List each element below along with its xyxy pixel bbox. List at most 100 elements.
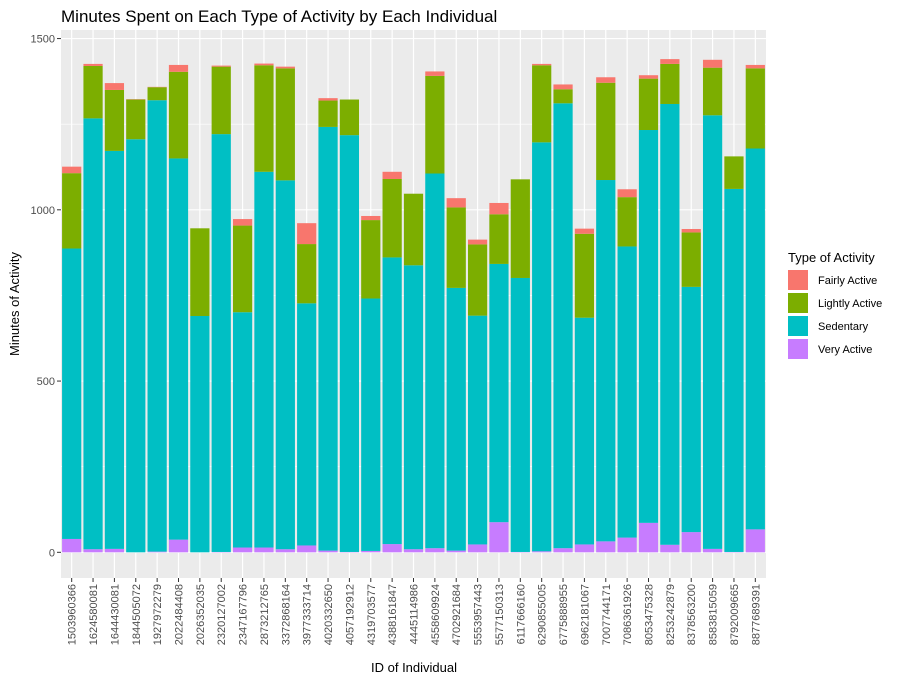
x-tick-label: 6117666160: [515, 584, 527, 644]
bar-very-active: [702, 548, 723, 553]
bar-fairly-active: [596, 77, 616, 83]
x-tick-label: 4388161847: [387, 584, 399, 645]
x-tick-label: 1844505072: [131, 584, 143, 645]
x-tick-label: 4057192912: [344, 584, 356, 645]
bar-fairly-active: [318, 98, 338, 101]
bar-sedentary: [62, 248, 82, 539]
bar-sedentary: [254, 171, 274, 548]
x-tick-label: 2022484408: [174, 584, 186, 645]
legend-title: Type of Activity: [788, 250, 875, 265]
x-tick-label: 1644430081: [109, 584, 121, 645]
bar-sedentary: [724, 188, 744, 552]
bar-very-active: [147, 551, 167, 553]
bar-very-active: [532, 551, 552, 553]
x-tick-label: 1927972279: [152, 584, 164, 645]
legend-label: Lightly Active: [818, 298, 882, 310]
bar-very-active: [660, 544, 680, 553]
bar-very-active: [596, 541, 616, 553]
chart-title: Minutes Spent on Each Type of Activity b…: [61, 7, 497, 26]
bar-lightly-active: [62, 173, 82, 249]
bar-sedentary: [446, 287, 466, 551]
y-axis-title: Minutes of Activity: [7, 251, 22, 356]
x-tick-label: 8877689391: [750, 584, 762, 645]
bar-sedentary: [403, 265, 424, 550]
bar-lightly-active: [745, 68, 765, 149]
legend-label: Very Active: [818, 344, 872, 356]
bar-very-active: [104, 548, 125, 553]
bar-lightly-active: [702, 67, 723, 116]
bar-fairly-active: [425, 71, 445, 76]
x-axis-title: ID of Individual: [371, 660, 457, 675]
bar-fairly-active: [617, 189, 637, 198]
bar-fairly-active: [275, 66, 295, 69]
bar-sedentary: [318, 126, 338, 551]
bar-lightly-active: [168, 71, 189, 159]
bar-very-active: [745, 529, 765, 553]
bar-lightly-active: [126, 99, 146, 140]
bar-sedentary: [211, 134, 231, 552]
bar-very-active: [403, 549, 424, 553]
bar-lightly-active: [232, 225, 253, 313]
bar-fairly-active: [574, 228, 595, 234]
bar-very-active: [382, 544, 402, 553]
bar-sedentary: [297, 303, 317, 546]
bar-lightly-active: [510, 179, 530, 278]
x-tick-label: 6290855005: [537, 584, 549, 645]
bar-fairly-active: [62, 166, 82, 174]
bar-very-active: [62, 538, 82, 553]
bar-sedentary: [638, 130, 659, 523]
bar-sedentary: [382, 257, 402, 545]
bar-fairly-active: [745, 64, 765, 69]
bar-sedentary: [361, 298, 381, 551]
x-tick-label: 4445114986: [409, 584, 421, 644]
bar-very-active: [361, 550, 381, 553]
bar-sedentary: [702, 115, 723, 549]
bar-lightly-active: [596, 82, 616, 181]
x-tick-label: 8253242879: [665, 584, 677, 645]
y-tick-label: 0: [49, 547, 55, 559]
bar-lightly-active: [382, 178, 402, 258]
legend-label: Fairly Active: [818, 275, 877, 287]
bar-lightly-active: [254, 65, 274, 172]
bar-lightly-active: [361, 220, 381, 299]
x-tick-label: 8053475328: [644, 584, 656, 645]
bar-very-active: [467, 544, 488, 553]
bar-sedentary: [168, 158, 189, 540]
bar-sedentary: [745, 148, 765, 530]
bar-lightly-active: [297, 244, 317, 304]
bar-fairly-active: [681, 228, 701, 233]
bar-fairly-active: [489, 202, 509, 215]
bar-sedentary: [596, 180, 616, 542]
bar-very-active: [318, 550, 338, 553]
bar-very-active: [425, 548, 445, 553]
legend-key: [788, 293, 808, 313]
bar-sedentary: [339, 135, 360, 552]
x-tick-label: 4319703577: [366, 584, 378, 645]
x-tick-label: 7007744171: [601, 584, 613, 645]
bar-fairly-active: [168, 64, 189, 72]
bar-fairly-active: [211, 65, 231, 67]
x-tick-label: 2320127002: [216, 584, 228, 645]
bar-lightly-active: [553, 89, 573, 104]
bar-fairly-active: [553, 84, 573, 90]
bar-lightly-active: [660, 63, 680, 104]
bar-sedentary: [126, 139, 146, 553]
bar-very-active: [553, 548, 573, 553]
x-tick-label: 6962181067: [579, 584, 591, 645]
x-tick-label: 6775888955: [558, 584, 570, 645]
bar-very-active: [254, 547, 274, 553]
x-tick-label: 8792009665: [729, 584, 741, 645]
bar-very-active: [617, 537, 637, 553]
bar-very-active: [446, 550, 466, 553]
bar-fairly-active: [361, 215, 381, 221]
x-tick-label: 3977333714: [302, 584, 314, 645]
legend-key: [788, 339, 808, 359]
x-tick-label: 3372868164: [280, 584, 292, 645]
x-tick-label: 2873212765: [259, 584, 271, 645]
x-tick-label: 7086361926: [622, 584, 634, 645]
bar-lightly-active: [403, 193, 424, 266]
x-tick-label: 5577150313: [494, 584, 506, 645]
bars: [62, 59, 765, 553]
bar-lightly-active: [638, 78, 659, 131]
